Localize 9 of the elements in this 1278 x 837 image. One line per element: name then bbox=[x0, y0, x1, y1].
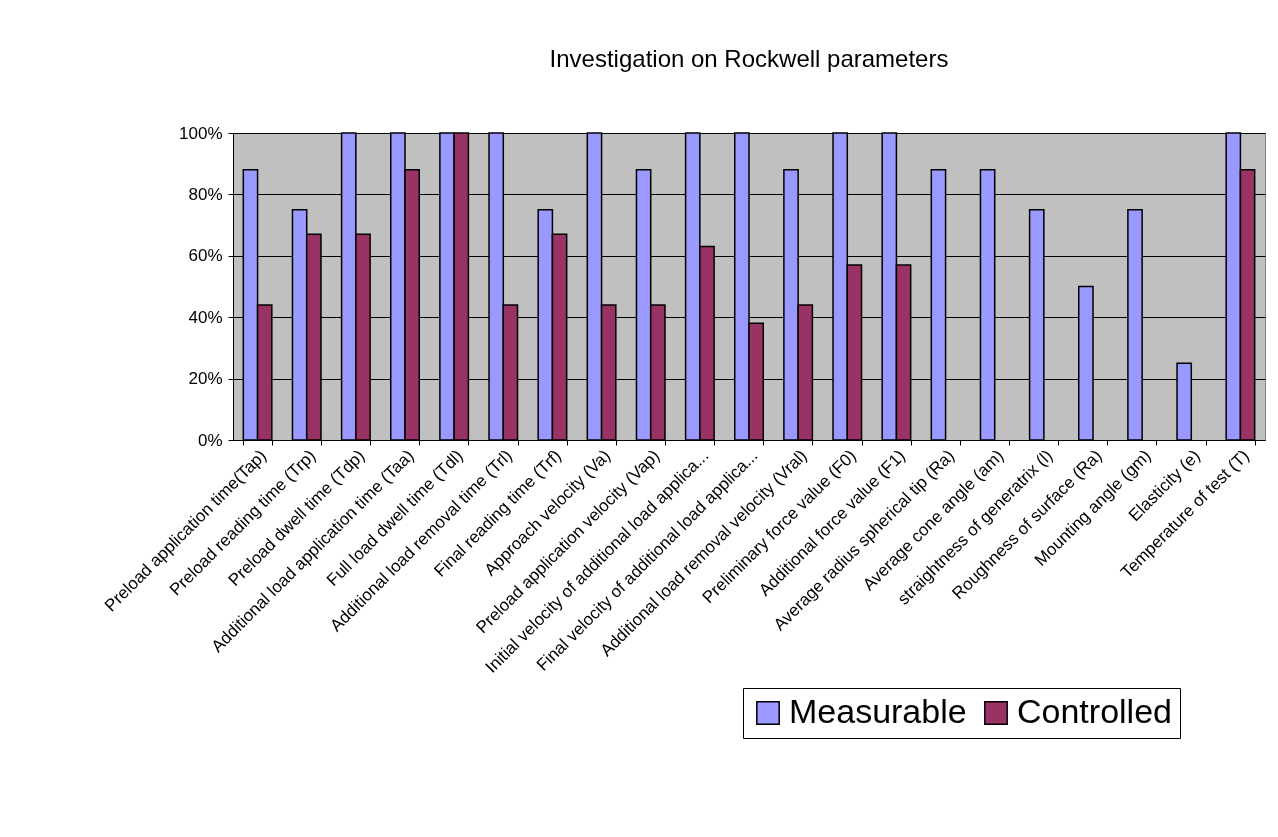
legend-label: Measurable bbox=[789, 692, 967, 730]
y-tick-label: 20% bbox=[188, 369, 223, 389]
y-tick-label: 80% bbox=[188, 184, 223, 204]
y-tick-label: 60% bbox=[188, 246, 223, 266]
chart-title: Investigation on Rockwell parameters bbox=[549, 45, 949, 72]
legend-label: Controlled bbox=[1017, 692, 1172, 730]
y-tick-label: 100% bbox=[179, 123, 223, 143]
y-tick-label: 40% bbox=[188, 307, 223, 327]
y-tick-label: 0% bbox=[197, 430, 223, 450]
